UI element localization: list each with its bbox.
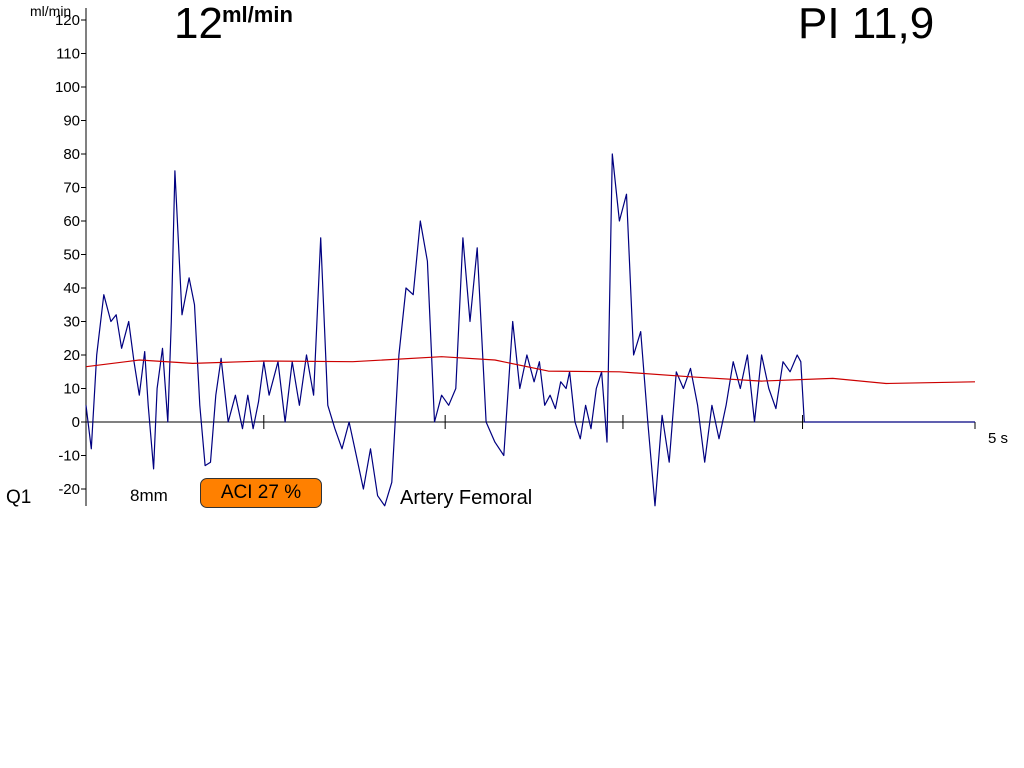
y-axis-label: ml/min bbox=[30, 3, 71, 19]
y-tick-label: 50 bbox=[63, 247, 80, 264]
mean-flow-line bbox=[85, 356, 976, 385]
flow-value: 12 bbox=[174, 0, 223, 48]
x-axis-end-label: 5 s bbox=[988, 430, 1008, 447]
y-tick-label: -20 bbox=[58, 481, 80, 498]
y-tick-label: 110 bbox=[56, 46, 80, 63]
y-tick-label: 60 bbox=[63, 213, 80, 230]
y-tick-label: 120 bbox=[55, 12, 80, 29]
y-tick-label: 10 bbox=[63, 381, 80, 398]
chart-traces bbox=[85, 153, 976, 507]
vessel-label: Artery Femoral bbox=[400, 487, 533, 509]
y-tick-label: 80 bbox=[63, 146, 80, 163]
y-tick-label: 0 bbox=[72, 414, 80, 431]
y-tick-label: 90 bbox=[63, 113, 80, 130]
y-tick-label: 100 bbox=[55, 79, 80, 96]
aci-badge: ACI 27 % bbox=[200, 478, 322, 508]
flow-unit: ml/min bbox=[222, 2, 293, 27]
y-tick-label: 20 bbox=[63, 347, 80, 364]
flow-trace-line bbox=[85, 153, 975, 507]
y-tick-label: 40 bbox=[63, 280, 80, 297]
pulsatility-index: PI 11,9 bbox=[798, 0, 935, 48]
y-tick-label: 70 bbox=[63, 180, 80, 197]
probe-size-label: 8mm bbox=[130, 486, 168, 505]
y-tick-label: -10 bbox=[58, 448, 80, 465]
y-tick-label: 30 bbox=[63, 314, 80, 331]
probe-label: Q1 bbox=[6, 487, 32, 508]
